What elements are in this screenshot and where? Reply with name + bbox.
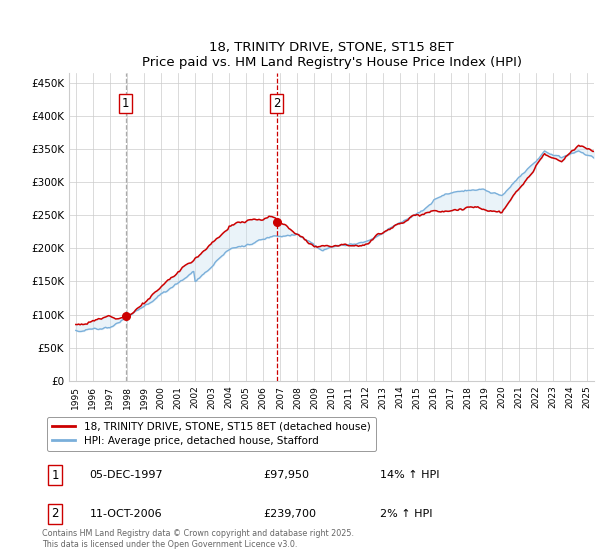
Text: 14% ↑ HPI: 14% ↑ HPI (380, 470, 439, 480)
Text: 05-DEC-1997: 05-DEC-1997 (89, 470, 163, 480)
Text: £97,950: £97,950 (264, 470, 310, 480)
Text: 1: 1 (52, 469, 59, 482)
Title: 18, TRINITY DRIVE, STONE, ST15 8ET
Price paid vs. HM Land Registry's House Price: 18, TRINITY DRIVE, STONE, ST15 8ET Price… (142, 41, 521, 69)
Text: Contains HM Land Registry data © Crown copyright and database right 2025.
This d: Contains HM Land Registry data © Crown c… (42, 529, 354, 549)
Text: 11-OCT-2006: 11-OCT-2006 (89, 509, 162, 519)
Text: 1: 1 (122, 97, 130, 110)
Text: £239,700: £239,700 (264, 509, 317, 519)
Text: 2: 2 (52, 507, 59, 520)
Text: 2% ↑ HPI: 2% ↑ HPI (380, 509, 433, 519)
Legend: 18, TRINITY DRIVE, STONE, ST15 8ET (detached house), HPI: Average price, detache: 18, TRINITY DRIVE, STONE, ST15 8ET (deta… (47, 417, 376, 451)
Text: 2: 2 (273, 97, 280, 110)
